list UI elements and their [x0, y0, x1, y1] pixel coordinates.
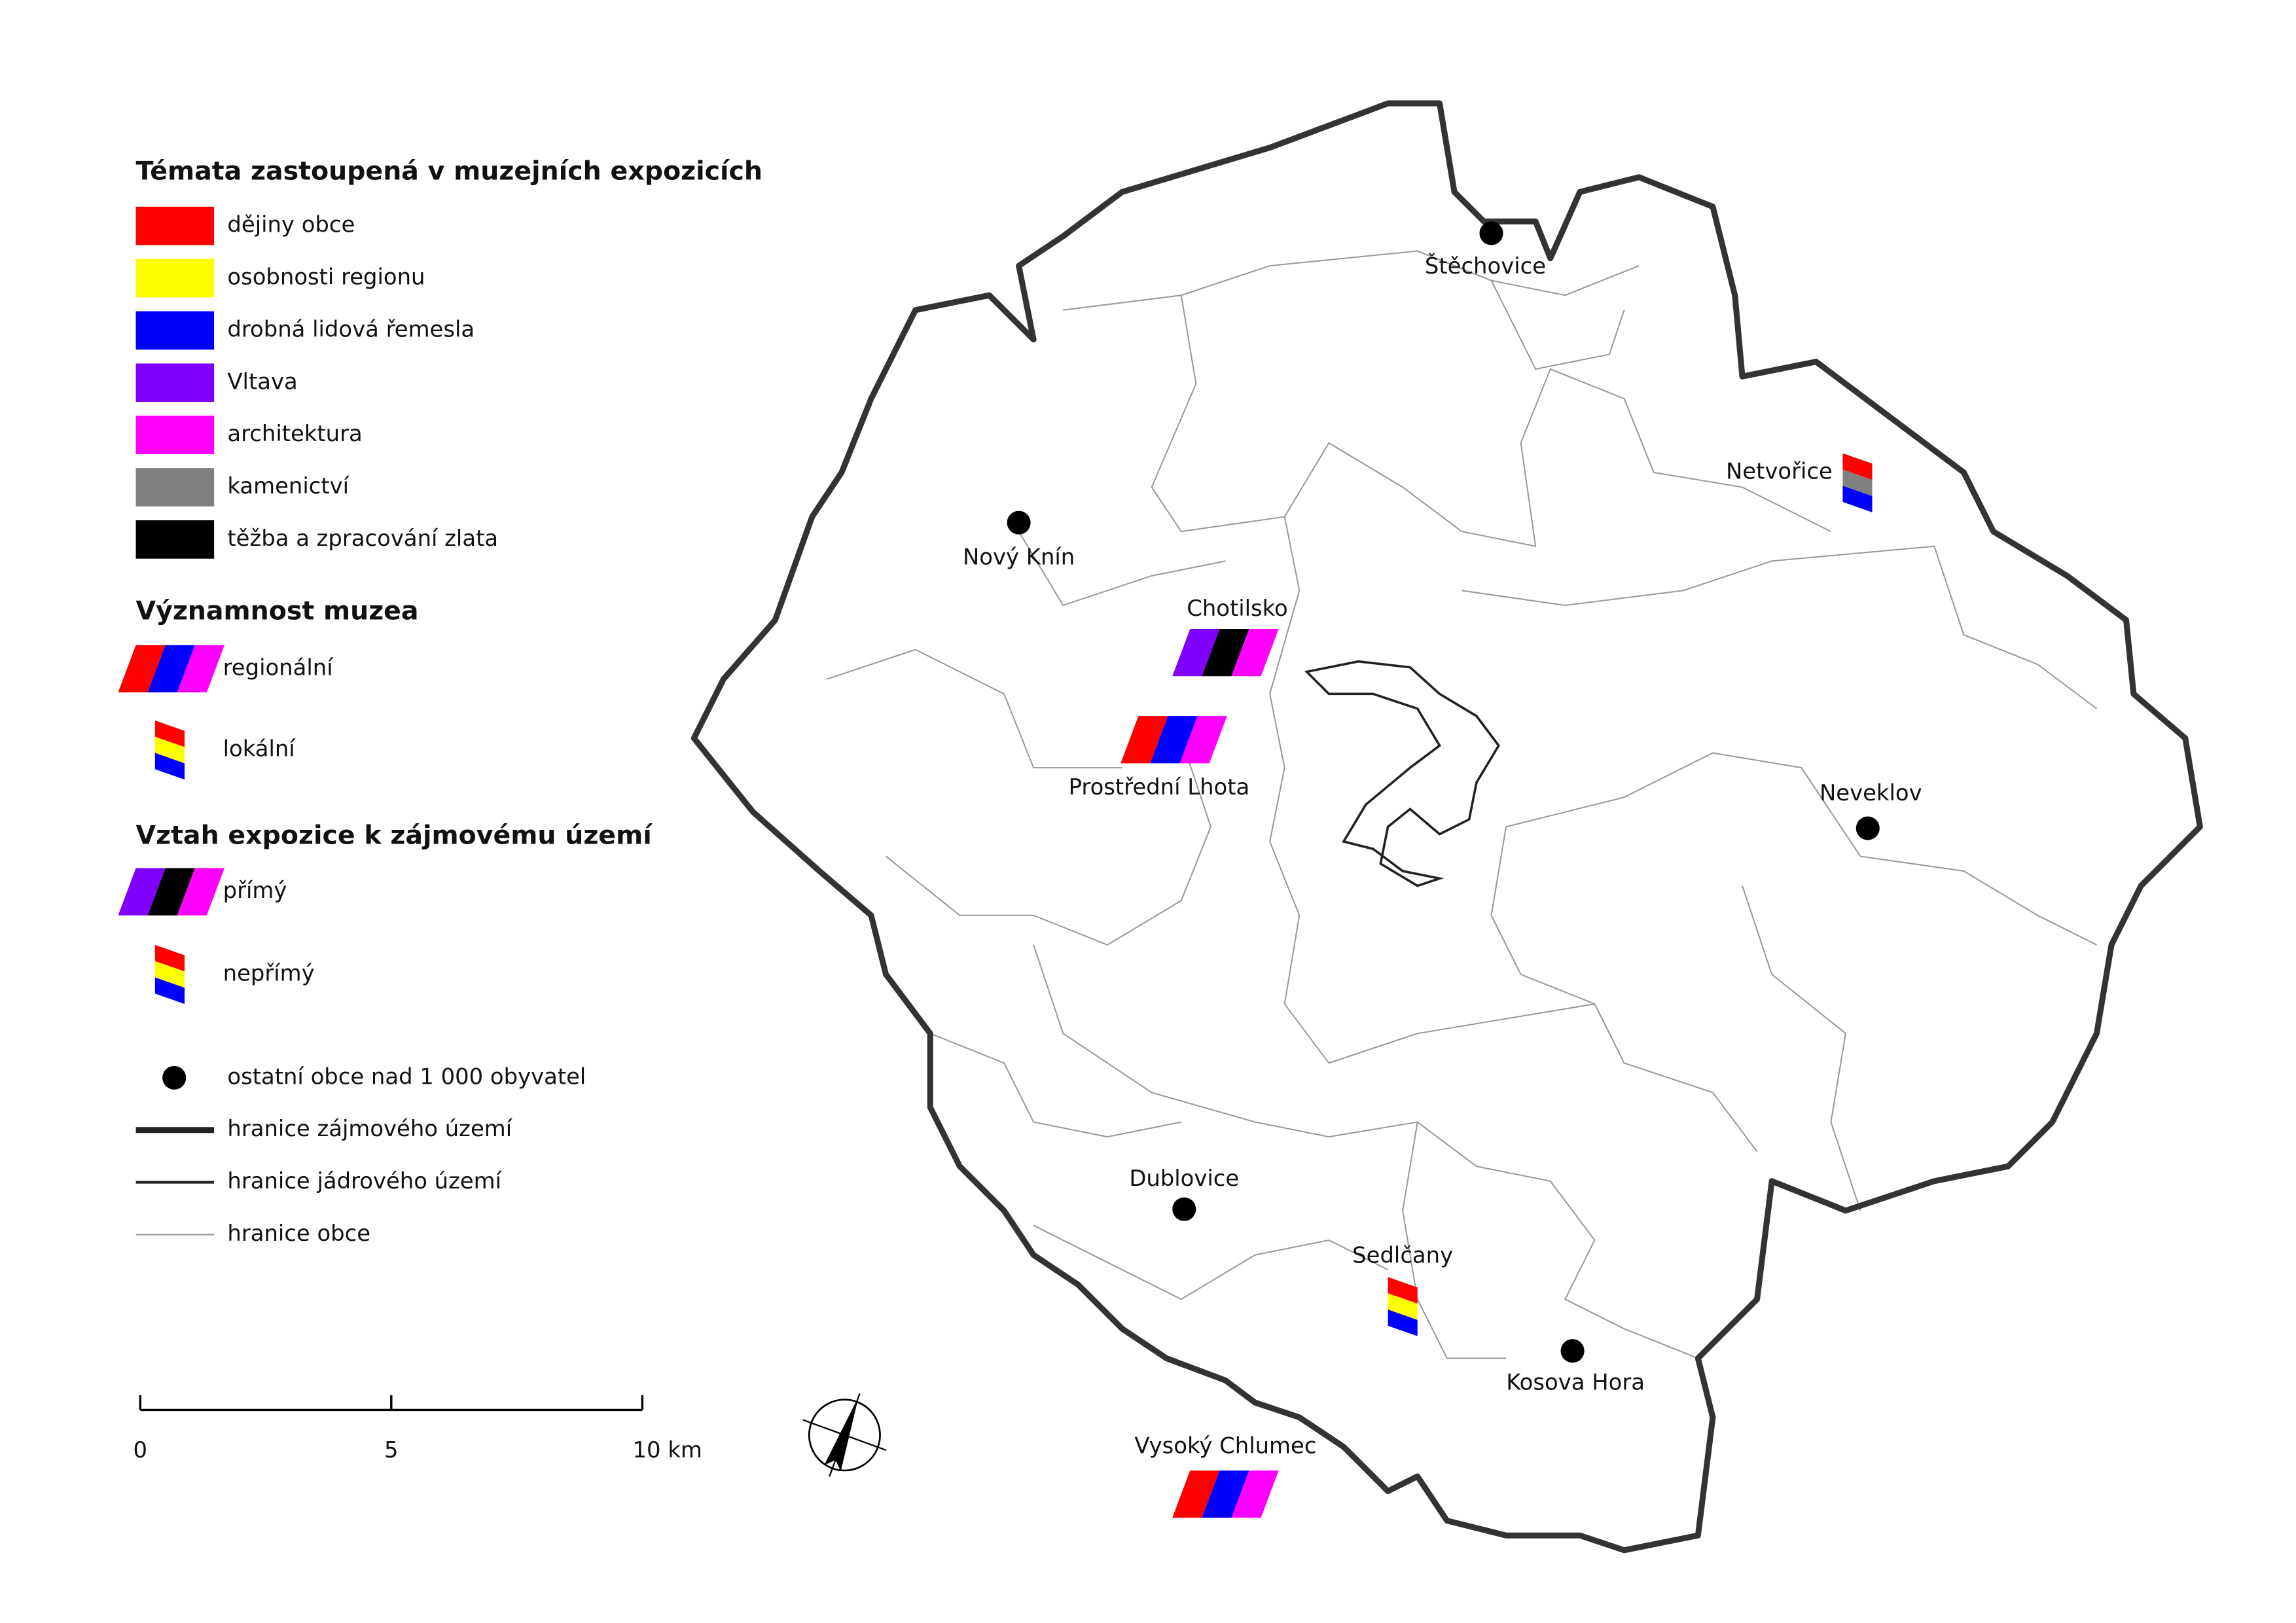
symbol-band: [1388, 1277, 1418, 1304]
legend-label: osobnosti regionu: [227, 264, 425, 290]
legend-label: architektura: [227, 421, 362, 446]
area-border: [691, 100, 2203, 1554]
legend-label: nepřímý: [223, 960, 315, 986]
legend-label: Vltava: [227, 368, 297, 394]
place-label: Chotilsko: [1187, 596, 1288, 621]
symbol-stripe: [1231, 629, 1279, 677]
place: Nový Knín: [963, 510, 1075, 569]
legend-title: Významnost muzea: [136, 596, 419, 626]
symbol-stripe: [177, 868, 224, 916]
north-arrow: [802, 1393, 887, 1477]
symbol-stripe: [147, 868, 195, 916]
legend-label: drobná lidová řemesla: [227, 316, 475, 342]
municipal-borders: [827, 250, 2098, 1359]
place: Dublovice: [1129, 1166, 1239, 1221]
legend-label: hranice obce: [227, 1221, 370, 1246]
legend-title: Témata zastoupená v muzejních expozicích: [136, 156, 762, 186]
symbol-band: [154, 736, 185, 764]
legend-swatch: [135, 520, 215, 559]
scale-label: 0: [134, 1437, 148, 1463]
place-label: Dublovice: [1129, 1166, 1239, 1191]
symbol-stripe: [177, 645, 224, 693]
symbol-stripe: [1121, 716, 1168, 764]
symbol-band: [1842, 469, 1873, 497]
place-label: Prostřední Lhota: [1069, 774, 1250, 800]
symbol-stripe: [1150, 716, 1198, 764]
core-area-border: [1304, 660, 1500, 887]
place: Netvořice: [1726, 453, 1873, 512]
place: Chotilsko: [1172, 596, 1288, 677]
legend-swatch: [135, 311, 215, 350]
legend-dot: [162, 1065, 187, 1090]
legend-label: hranice jádrového území: [227, 1168, 502, 1194]
symbol-stripe: [118, 645, 166, 693]
symbol-band: [154, 961, 185, 988]
symbol-band: [1842, 486, 1873, 512]
legend: Témata zastoupená v muzejních expozicích…: [118, 156, 762, 1246]
place-label: Štěchovice: [1425, 253, 1546, 279]
symbol-stripe: [147, 645, 195, 693]
symbol-band: [154, 944, 185, 972]
symbol-band: [1388, 1293, 1418, 1320]
legend-label: ostatní obce nad 1 000 obyvatel: [227, 1063, 586, 1089]
place: Neveklov: [1820, 780, 1922, 840]
legend-label: kamenictví: [227, 473, 350, 499]
place-label: Netvořice: [1726, 458, 1833, 484]
legend-swatch: [135, 468, 215, 507]
symbol-stripe: [1231, 1470, 1279, 1518]
legend-swatch: [135, 416, 215, 454]
places: Štěchovice Nový Knín Neveklov Dublovice Koso…: [963, 221, 1922, 1518]
symbol-stripe: [1202, 1470, 1249, 1518]
symbol-stripe: [1179, 716, 1227, 764]
place-label: Kosova Hora: [1506, 1369, 1645, 1395]
symbol-band: [154, 720, 185, 747]
place: Štěchovice: [1425, 221, 1546, 279]
legend-label: hranice zájmového území: [227, 1116, 512, 1141]
symbol-band: [1388, 1310, 1418, 1336]
legend-label: lokální: [223, 736, 296, 762]
town-dot: [1856, 816, 1880, 840]
place: Sedlčany: [1352, 1242, 1453, 1336]
town-dot: [1560, 1339, 1585, 1363]
legend-label: těžba a zpracování zlata: [227, 526, 498, 551]
symbol-band: [154, 977, 185, 1005]
town-dot: [1172, 1197, 1196, 1221]
legend-label: dějiny obce: [227, 212, 355, 238]
legend-swatch: [135, 363, 215, 402]
symbol-band: [154, 753, 185, 780]
place-label: Nový Knín: [963, 544, 1075, 569]
place: Vysoký Chlumec: [1134, 1433, 1316, 1518]
legend-label: regionální: [223, 654, 334, 680]
legend-swatch: [135, 206, 215, 245]
legend-label: přímý: [223, 878, 287, 903]
symbol-stripe: [118, 868, 166, 916]
place: Prostřední Lhota: [1069, 716, 1250, 800]
symbol-stripe: [1172, 1470, 1220, 1518]
town-dot: [1479, 221, 1503, 245]
legend-swatch: [135, 259, 215, 298]
town-dot: [1007, 510, 1031, 535]
scale-label: 10 km: [633, 1437, 702, 1463]
place-label: Vysoký Chlumec: [1134, 1433, 1316, 1458]
symbol-stripe: [1202, 629, 1249, 677]
place-label: Sedlčany: [1352, 1242, 1453, 1268]
symbol-band: [1842, 453, 1873, 480]
scale-label: 5: [384, 1437, 399, 1463]
legend-title: Vztah expozice k zájmovému území: [136, 821, 654, 851]
scale-bar: [139, 1395, 644, 1412]
symbol-stripe: [1172, 629, 1220, 677]
place-label: Neveklov: [1820, 780, 1922, 806]
place: Kosova Hora: [1506, 1339, 1645, 1395]
